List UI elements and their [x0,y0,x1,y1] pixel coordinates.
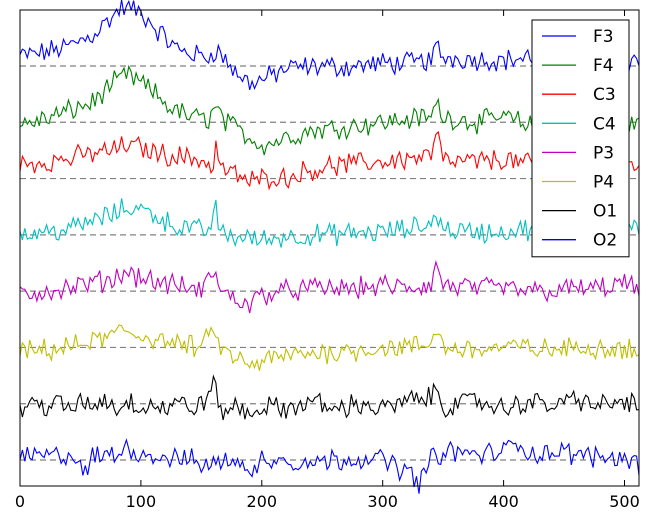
legend-label-f3: F3 [593,27,614,47]
x-tick-label-500: 500 [609,492,640,511]
x-tick-label-100: 100 [126,492,157,511]
legend-label-o1: O1 [593,202,617,222]
legend-label-c4: C4 [593,114,616,134]
legend-label-o2: O2 [593,231,617,251]
series-line-p4 [19,324,640,371]
x-tick-label-200: 200 [247,492,278,511]
x-axis: 0 100 200 300 400 500 [15,10,640,511]
legend-label-p3: P3 [593,143,614,163]
plot-frame [19,9,640,487]
series-line-p3 [19,260,640,314]
legend-label-p4: P4 [593,173,614,193]
legend-box [531,19,630,258]
legend-label-f4: F4 [593,56,614,76]
series-line-o2 [19,438,640,494]
legend: F3 F4 C3 C4 P3 P4 O1 O2 [531,19,630,258]
x-tick-label-0: 0 [15,492,25,511]
legend-label-c3: C3 [593,85,616,105]
x-tick-label-400: 400 [488,492,519,511]
x-tick-label-300: 300 [367,492,398,511]
series-line-o1 [19,374,640,421]
